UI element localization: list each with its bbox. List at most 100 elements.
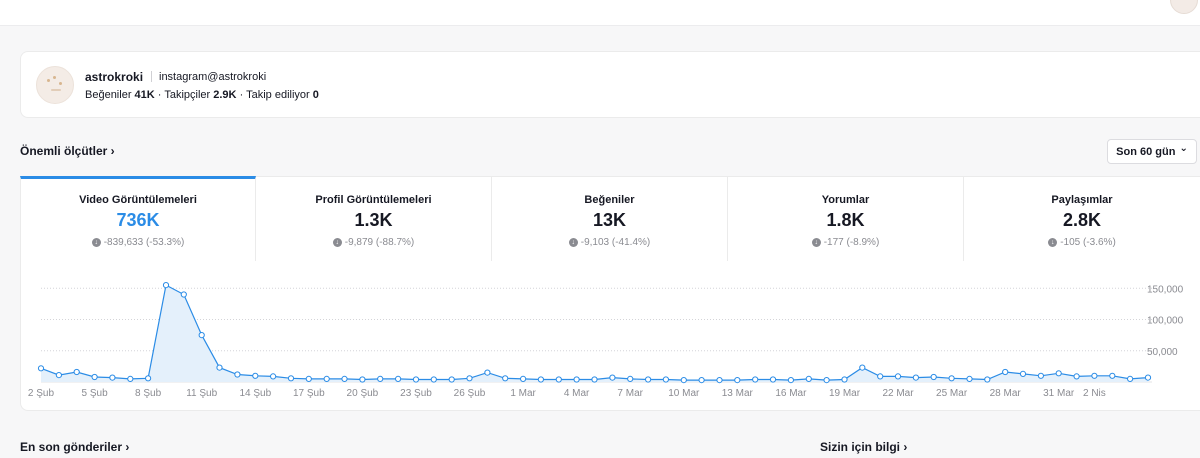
data-point: [734, 377, 741, 384]
data-point: [127, 375, 134, 383]
metric-value: 2.8K: [1062, 210, 1102, 230]
arrow-down-icon: ↓: [332, 238, 342, 247]
data-point: [252, 372, 259, 379]
video-views-chart[interactable]: 50,000 100,000 150,000 2 Şub 5 Şub 8 Şub 11 Şu…: [21, 261, 1200, 411]
x-tick-label: 10 Mar: [668, 388, 700, 399]
top-bar: [0, 0, 1200, 26]
x-tick-label: 20 Şub: [347, 388, 379, 399]
metric-label: Beğeniler: [584, 194, 635, 206]
data-point: [395, 375, 402, 383]
data-point: [591, 376, 598, 383]
metric-label: Yorumlar: [821, 194, 870, 206]
tab-shares[interactable]: Paylaşımlar 2.8K ↓ -105 (-3.6%): [964, 176, 1200, 262]
tab-likes[interactable]: Beğeniler 13K ↓ -9,103 (-41.4%): [492, 176, 728, 262]
data-point: [287, 375, 295, 382]
metrics-tabs: Video Görüntülemeleri 736K ↓ -839,633 (-5…: [20, 176, 1200, 262]
chevron-down-icon: ⌄: [1179, 143, 1188, 154]
metric-value: 736K: [116, 210, 160, 230]
x-tick-label: 8 Şub: [135, 388, 162, 399]
data-point: [1127, 375, 1134, 383]
tab-comments[interactable]: Yorumlar 1.8K ↓ -177 (-8.9%): [728, 176, 964, 262]
data-point: [841, 376, 848, 383]
period-dropdown[interactable]: Son 60 gün ⌄: [1107, 139, 1197, 164]
data-point: [769, 376, 777, 383]
x-tick-label: 5 Şub: [82, 388, 109, 399]
data-point: [323, 375, 330, 383]
data-point: [448, 376, 455, 383]
metric-value: 1.8K: [826, 210, 865, 230]
metric-delta: ↓ -105 (-3.6%): [1048, 237, 1116, 248]
metric-value: 1.3K: [354, 210, 393, 230]
x-tick-label: 16 Mar: [775, 388, 807, 399]
recent-posts-link[interactable]: En son gönderiler ›: [20, 440, 130, 454]
profile-avatar[interactable]: [36, 66, 74, 104]
data-point: [787, 377, 795, 384]
profile-stats: Beğeniler 41K · Takipçiler 2.9K · Takip …: [85, 89, 319, 101]
data-point: [341, 375, 348, 383]
data-point: [430, 376, 437, 383]
data-point: [1037, 372, 1045, 379]
y-tick-label: 150,000: [1147, 284, 1184, 295]
following-value: 0: [312, 89, 319, 101]
data-point: [91, 373, 98, 381]
data-point: [716, 377, 723, 384]
tab-profile-views[interactable]: Profil Görüntülemeleri 1.3K ↓ -9,879 (-88…: [256, 176, 492, 262]
data-point: [55, 372, 63, 379]
x-tick-label: 17 Şub: [293, 388, 325, 399]
data-point: [305, 375, 312, 383]
followers-label: Takipçiler: [164, 89, 211, 101]
y-tick-label: 50,000: [1147, 347, 1178, 358]
data-point: [698, 377, 705, 384]
x-tick-label: 11 Şub: [186, 388, 217, 399]
account-avatar[interactable]: [1170, 0, 1198, 14]
arrow-down-icon: ↓: [1048, 238, 1058, 247]
x-tick-label: 25 Mar: [936, 388, 968, 399]
data-point: [645, 376, 652, 383]
data-point: [466, 375, 473, 382]
data-point: [502, 375, 509, 382]
data-point: [1109, 372, 1116, 379]
x-tick-label: 28 Mar: [990, 388, 1022, 399]
arrow-down-icon: ↓: [91, 238, 101, 247]
x-tick-label: 19 Mar: [829, 388, 861, 399]
data-point: [1091, 372, 1098, 379]
data-point: [37, 365, 45, 372]
data-point: [270, 373, 277, 380]
metric-delta: ↓ -9,103 (-41.4%): [568, 237, 650, 248]
data-point: [377, 375, 384, 383]
series-area: [41, 285, 1148, 382]
data-point: [966, 375, 973, 383]
data-point: [73, 368, 80, 376]
data-point: [1002, 368, 1009, 376]
data-point: [805, 375, 812, 383]
metric-label: Video Görüntülemeleri: [79, 194, 197, 206]
metric-value: 13K: [592, 210, 627, 230]
data-point: [1073, 373, 1080, 380]
key-metrics-link[interactable]: Önemli ölçütler ›: [20, 144, 115, 158]
data-point: [198, 332, 205, 339]
data-point: [412, 376, 420, 383]
likes-label: Beğeniler: [85, 89, 132, 101]
x-tick-label: 7 Mar: [617, 388, 643, 399]
data-point: [162, 282, 170, 289]
insights-link[interactable]: Sizin için bilgi ›: [820, 440, 908, 454]
period-label: Son 60 gün: [1116, 145, 1176, 158]
profile-name: astrokroki: [85, 70, 144, 84]
x-tick-label: 2 Şub: [28, 388, 55, 399]
x-tick-label: 26 Şub: [454, 388, 486, 399]
data-point: [1019, 370, 1027, 378]
x-tick-label: 1 Mar: [510, 388, 536, 399]
data-point: [234, 371, 241, 378]
tab-video-views[interactable]: Video Görüntülemeleri 736K ↓ -839,633 (-5…: [20, 176, 256, 262]
data-point: [537, 376, 545, 383]
data-point: [627, 375, 634, 383]
data-point: [109, 374, 116, 381]
arrow-down-icon: ↓: [568, 238, 578, 247]
data-point: [145, 375, 152, 382]
x-tick-label: 2 Nis: [1083, 388, 1106, 399]
data-point: [877, 373, 884, 380]
data-point: [1055, 370, 1062, 377]
data-point: [484, 369, 491, 376]
metric-label: Paylaşımlar: [1051, 194, 1113, 206]
x-tick-label: 31 Mar: [1043, 388, 1075, 399]
